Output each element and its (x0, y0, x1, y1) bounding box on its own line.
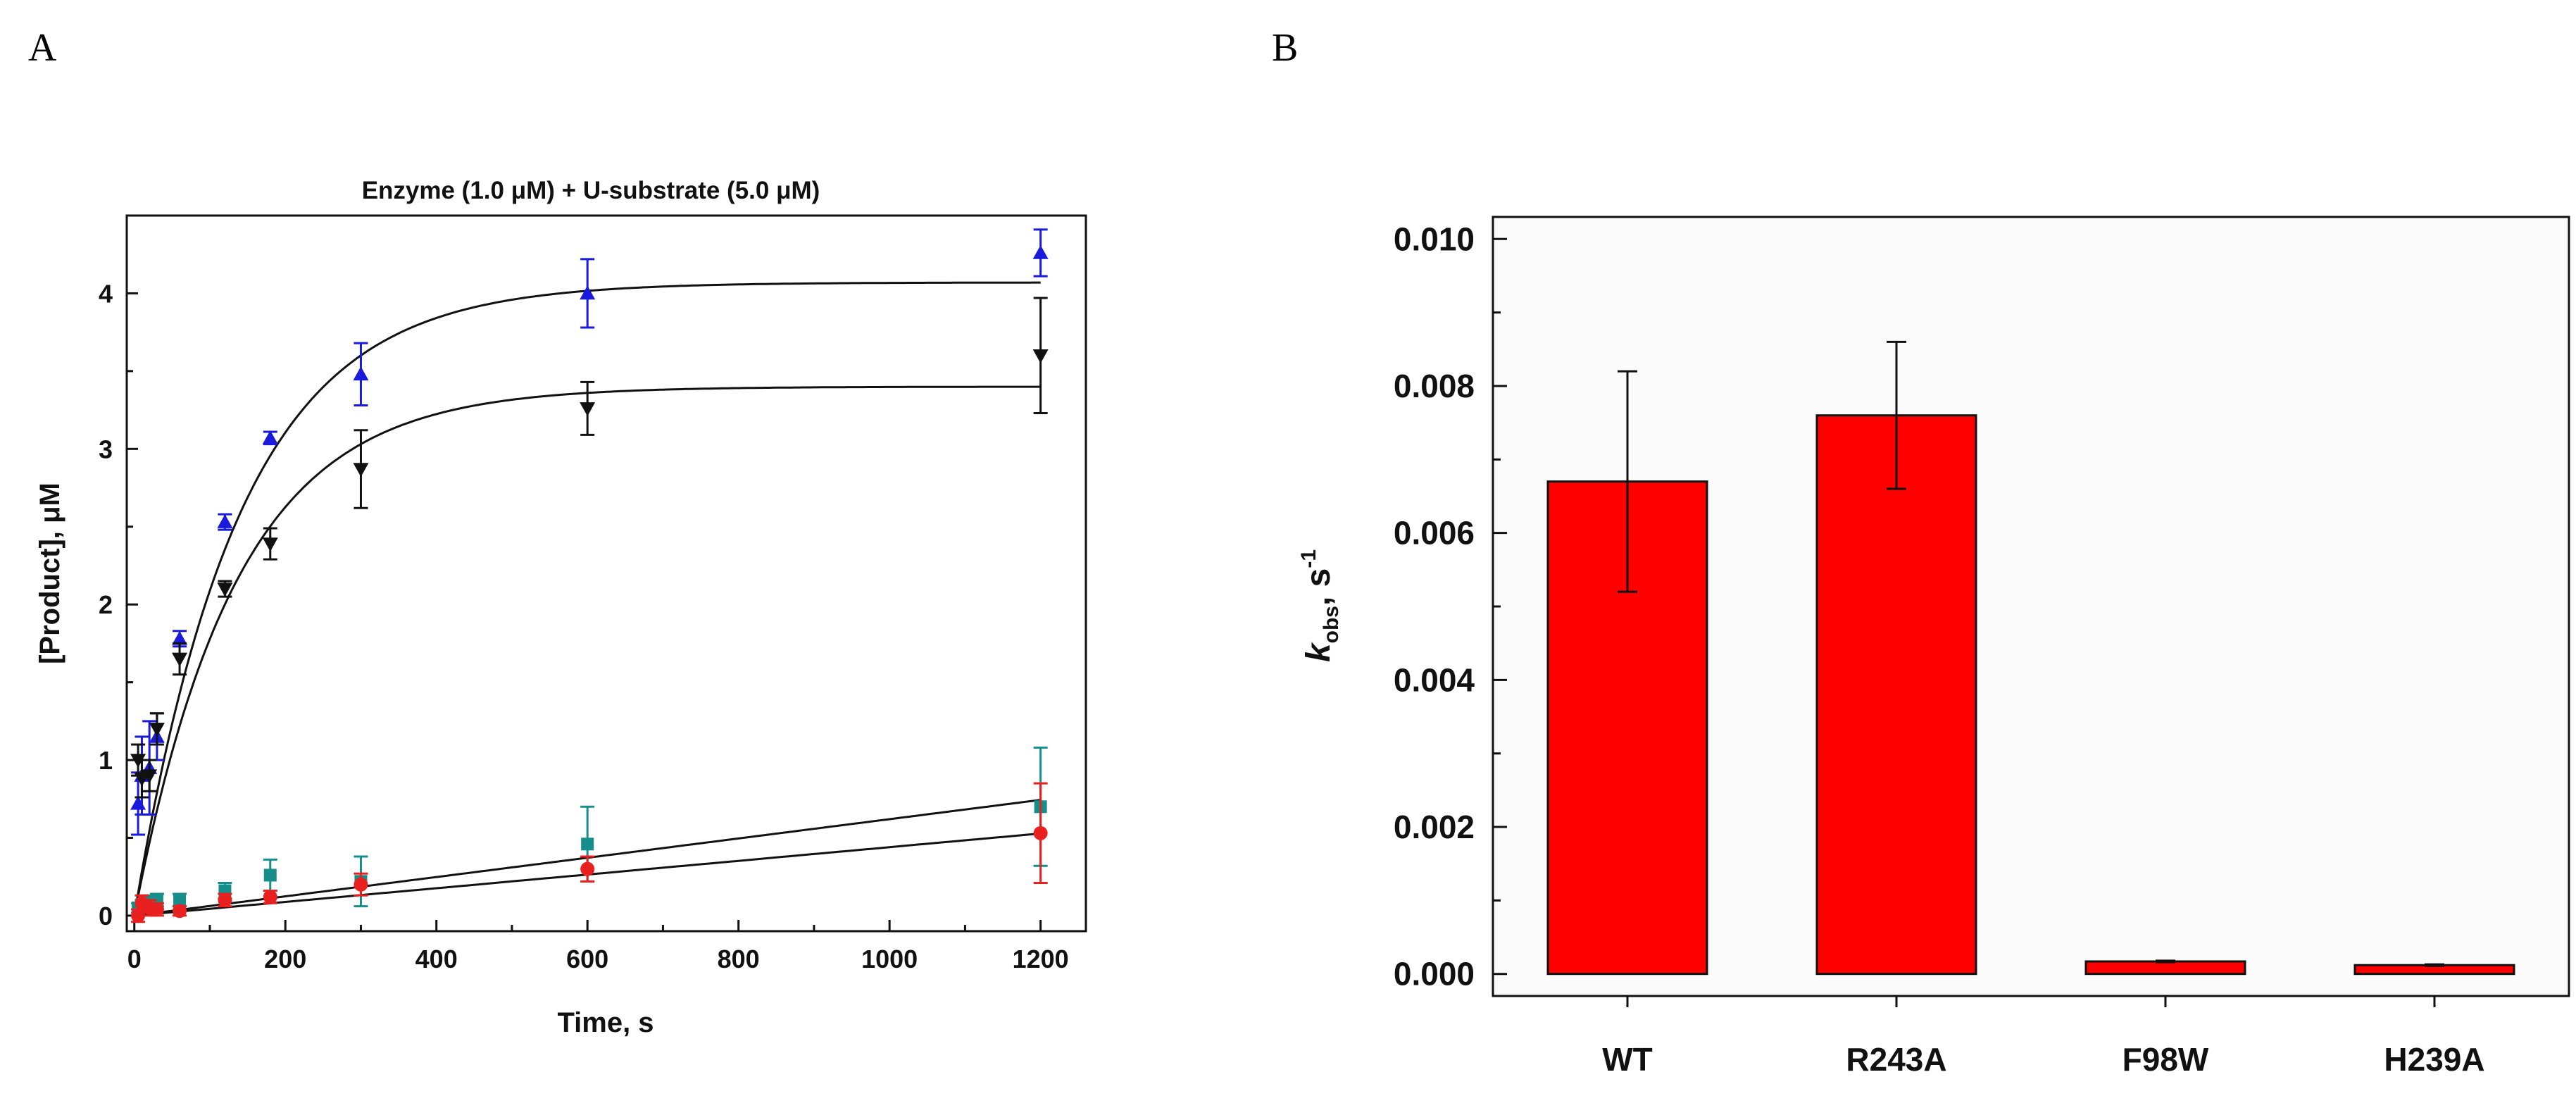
chart-b-category-label: WT (1602, 1041, 1653, 1078)
point-wt (142, 769, 158, 784)
bar-h239a (2353, 964, 2515, 976)
point-wt (149, 723, 165, 737)
point-h239a (1033, 826, 1048, 840)
y-axis-symbol: k (1300, 642, 1337, 662)
chart-b-plot-area (1492, 216, 2570, 997)
point-wt (172, 652, 188, 667)
chart-b-y-tick-label: 0.004 (1394, 661, 1475, 698)
chart-a-data-points (130, 228, 1049, 923)
point-h239a (131, 908, 146, 923)
chart-a-y-tick-label: 3 (99, 435, 113, 463)
chart-a-x-tick-label: 200 (264, 945, 306, 973)
chart-a-y-tick-label: 4 (99, 279, 113, 308)
chart-b-category-label: F98W (2122, 1041, 2209, 1078)
y-axis-subscript: obs (1320, 606, 1343, 643)
point-wt (217, 583, 233, 597)
chart-a-x-axis-title: Time, s (557, 1007, 654, 1038)
bar-r243a (1815, 414, 1977, 976)
chart-a-x-tick-label: 1200 (1013, 945, 1069, 973)
chart-a-y-tick-label: 1 (99, 746, 113, 775)
panel-b-label: B (1272, 26, 1299, 70)
point-r243a (217, 514, 233, 528)
chart-b-axes: 0.000 0.002 0.004 0.006 0.008 0.010 (1394, 220, 1507, 992)
chart-a-title: Enzyme (1.0 μM) + U-substrate (5.0 μM) (362, 177, 820, 204)
point-r243a (172, 630, 188, 645)
point-wt (262, 537, 278, 552)
chart-a-axes: 0 200 400 600 800 1000 1200 0 1 2 3 4 (99, 279, 1069, 973)
chart-b-y-tick-label: 0.002 (1394, 809, 1475, 845)
point-h239a (354, 877, 368, 892)
chart-a-x-tick-label: 1000 (861, 945, 918, 973)
chart-b-bars: WT R243A F98W H239A (1546, 340, 2515, 1078)
y-axis-superscript: -1 (1297, 549, 1320, 568)
line-chart-panel-a: Enzyme (1.0 μM) + U-substrate (5.0 μM) 0… (35, 177, 1087, 1038)
chart-a-x-tick-label: 800 (718, 945, 760, 973)
chart-b-y-axis-title: kobs, s-1 (1297, 549, 1343, 662)
point-wt (353, 463, 369, 478)
point-f98w (581, 837, 594, 851)
point-r243a (580, 285, 596, 300)
point-f98w (263, 868, 277, 882)
chart-a-y-axis-title: [Product], μM (35, 482, 65, 664)
y-axis-unit: , s (1300, 568, 1337, 606)
bar-wt (1546, 480, 1708, 976)
chart-a-plot-area (125, 214, 1087, 933)
chart-a-x-tick-label: 400 (415, 945, 458, 973)
chart-a-y-tick-label: 2 (99, 590, 113, 619)
point-h239a (149, 902, 164, 917)
chart-b-y-tick-label: 0.006 (1394, 515, 1475, 552)
panel-a-label: A (28, 26, 57, 70)
chart-a-x-tick-label: 600 (566, 945, 608, 973)
chart-b-y-tick-label: 0.000 (1394, 956, 1475, 992)
chart-b-y-tick-label: 0.008 (1394, 368, 1475, 404)
chart-a-x-tick-label: 0 (127, 945, 142, 973)
point-h239a (580, 861, 595, 876)
point-h239a (263, 890, 277, 904)
chart-b-category-label: R243A (1846, 1041, 1946, 1078)
bar-f98w (2084, 960, 2246, 976)
point-wt (1032, 349, 1049, 363)
point-h239a (173, 904, 187, 918)
point-r243a (353, 366, 369, 381)
chart-a-y-tick-label: 0 (99, 902, 113, 930)
chart-b-category-label: H239A (2384, 1041, 2484, 1078)
point-wt (580, 402, 596, 416)
point-r243a (262, 430, 278, 444)
point-f98w (173, 893, 187, 907)
point-h239a (218, 892, 232, 907)
point-r243a (1032, 245, 1049, 259)
chart-b-y-tick-label: 0.010 (1394, 220, 1475, 257)
